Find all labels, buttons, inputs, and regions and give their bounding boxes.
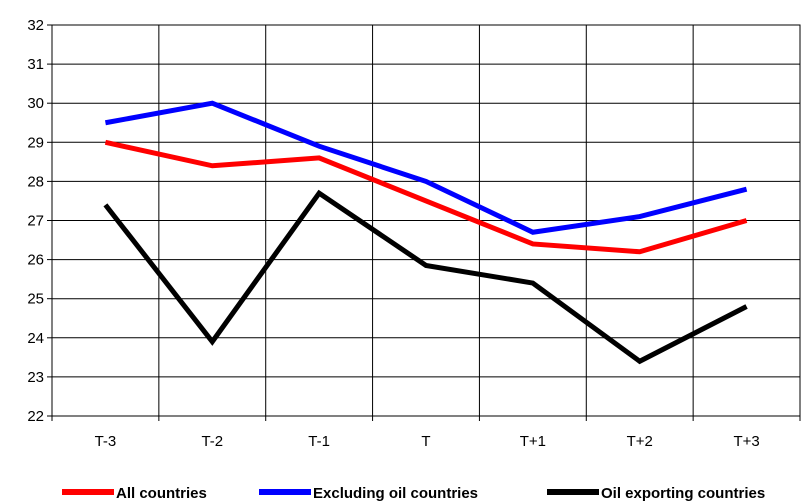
y-tick-label: 31	[27, 56, 44, 73]
x-tick-label: T-2	[201, 433, 223, 450]
y-tick-label: 26	[27, 252, 44, 269]
y-tick-label: 32	[27, 17, 44, 34]
legend-label: All countries	[116, 485, 207, 502]
y-tick-label: 28	[27, 173, 44, 190]
series-line-2	[104, 100, 748, 235]
y-tick-label: 24	[27, 330, 44, 347]
y-tick-label: 22	[27, 408, 44, 425]
y-tick-label: 27	[27, 213, 44, 230]
series-line-1	[104, 139, 748, 255]
x-tick-label: T-1	[308, 433, 330, 450]
legend: All countries Excluding oil countries Oil …	[62, 485, 765, 502]
gridlines	[47, 24, 801, 421]
x-tick-label: T+3	[733, 433, 759, 450]
y-tick-label: 30	[27, 95, 44, 112]
legend-label: Excluding oil countries	[313, 485, 478, 502]
y-tick-label: 25	[27, 291, 44, 308]
x-tick-label: T+1	[520, 433, 546, 450]
y-tick-label: 23	[27, 369, 44, 386]
x-axis-ticks: T-3 T-2 T-1 T T+1 T+2 T+3	[95, 433, 760, 450]
y-axis-ticks: 22 23 24 25 26 27 28 29 30 31 32	[27, 17, 44, 425]
x-tick-label: T	[421, 433, 430, 450]
legend-label: Oil exporting countries	[601, 485, 765, 502]
x-tick-label: T-3	[95, 433, 117, 450]
y-tick-label: 29	[27, 134, 44, 151]
series-lines	[103, 100, 748, 365]
x-tick-label: T+2	[627, 433, 653, 450]
series-line-3	[103, 189, 748, 365]
